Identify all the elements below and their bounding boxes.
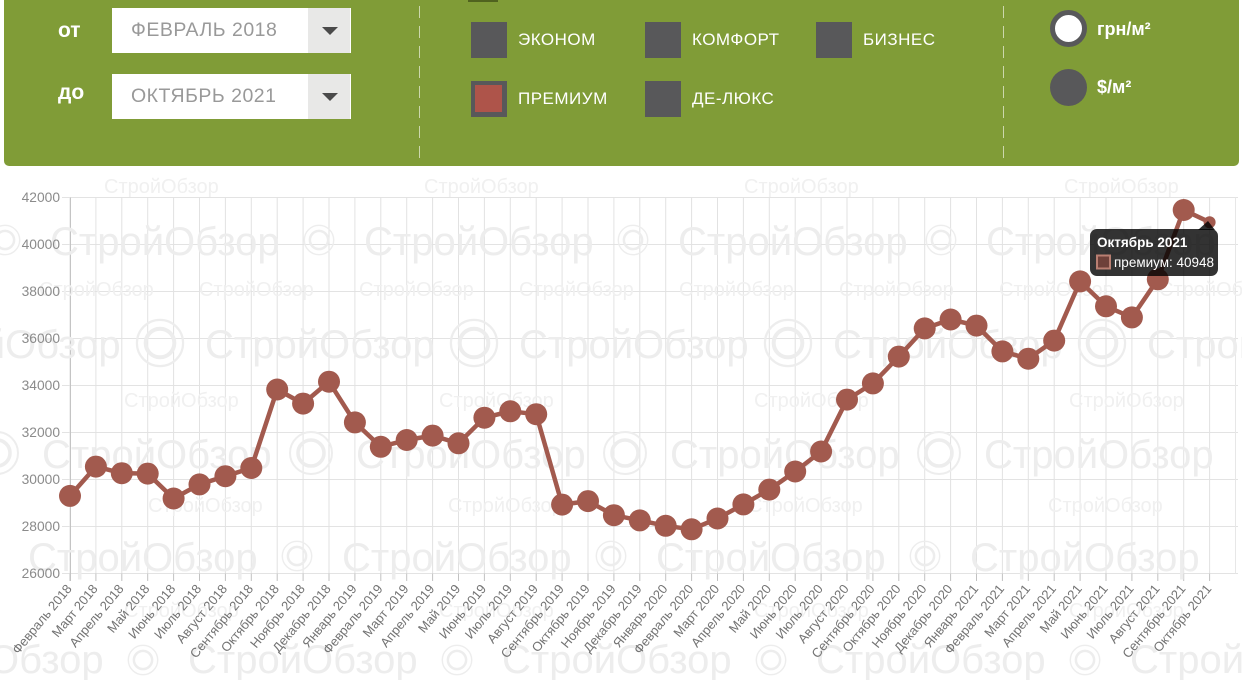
svg-text:38000: 38000 [22,284,61,299]
svg-text:СтройОбзор: СтройОбзор [970,536,1200,580]
svg-text:СтройОбзор: СтройОбзор [0,323,121,367]
svg-text:СтройОбзор: СтройОбзор [364,220,594,264]
svg-text:СтройОбзор: СтройОбзор [124,600,239,622]
svg-text:СтройОбзор: СтройОбзор [439,390,554,412]
svg-text:СтройОбзор: СтройОбзор [502,638,732,680]
svg-text:СтройОбзор: СтройОбзор [1064,176,1179,198]
svg-text:СтройОбзор: СтройОбзор [50,220,280,264]
svg-text:36000: 36000 [22,331,61,346]
svg-text:СтройОбзор: СтройОбзор [748,495,863,517]
svg-text:СтройОбзор: СтройОбзор [679,279,794,301]
svg-text:СтройОбзор: СтройОбзор [104,176,219,198]
svg-text:СтройОбзор: СтройОбзор [448,495,563,517]
svg-text:30000: 30000 [22,472,61,487]
svg-text:СтройОбзор: СтройОбзор [0,638,104,680]
svg-text:СтройОбзор: СтройОбзор [342,536,572,580]
svg-text:СтройОбзор: СтройОбзор [1159,279,1242,301]
svg-text:СтройОбзор: СтройОбзор [1147,323,1242,367]
svg-text:34000: 34000 [22,378,61,393]
svg-text:32000: 32000 [22,425,61,440]
svg-text:СтройОбзор: СтройОбзор [359,279,474,301]
svg-text:СтройОбзор: СтройОбзор [124,390,239,412]
svg-text:СтройОбзор: СтройОбзор [816,638,1046,680]
svg-text:СтройОбзор: СтройОбзор [678,220,908,264]
svg-text:Октябрь 2021: Октябрь 2021 [1097,235,1188,250]
svg-text:СтройОбзор: СтройОбзор [519,279,634,301]
svg-text:СтройОбзор: СтройОбзор [984,433,1214,477]
svg-text:СтройОбзор: СтройОбзор [1130,638,1242,680]
svg-text:СтройОбзор: СтройОбзор [28,536,258,580]
svg-text:СтройОбзор: СтройОбзор [439,600,554,622]
svg-text:СтройОбзор: СтройОбзор [1069,600,1184,622]
svg-text:42000: 42000 [22,190,61,205]
svg-text:СтройОбзор: СтройОбзор [839,279,954,301]
svg-text:26000: 26000 [22,566,61,581]
svg-text:СтройОбзор: СтройОбзор [1048,495,1163,517]
svg-text:СтройОбзор: СтройОбзор [39,279,154,301]
svg-text:СтройОбзор: СтройОбзор [656,536,886,580]
svg-text:СтройОбзор: СтройОбзор [519,323,749,367]
svg-text:28000: 28000 [22,519,61,534]
svg-text:СтройОбзор: СтройОбзор [188,638,418,680]
svg-text:СтройОбзор: СтройОбзор [199,279,314,301]
svg-text:СтройОбзор: СтройОбзор [1069,390,1184,412]
svg-text:СтройОбзор: СтройОбзор [424,176,539,198]
svg-text:40000: 40000 [22,237,61,252]
svg-text:СтройОбзор: СтройОбзор [744,176,859,198]
svg-text:премиум: 40948: премиум: 40948 [1114,255,1214,270]
svg-text:СтройОбзор: СтройОбзор [754,600,869,622]
svg-text:СтройОбзор: СтройОбзор [205,323,435,367]
